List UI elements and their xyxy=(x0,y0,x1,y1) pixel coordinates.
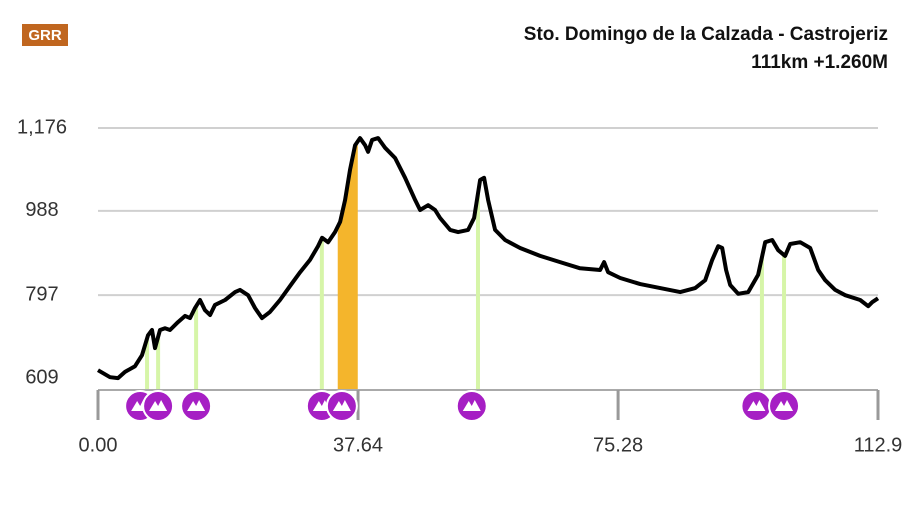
marker-icon xyxy=(462,400,481,411)
marker-icon xyxy=(332,400,351,411)
elevation-line xyxy=(96,136,880,381)
y-tick-label: 609 xyxy=(25,366,58,388)
chart-subtitle: 111km +1.260M xyxy=(751,52,888,73)
marker-icon xyxy=(187,400,206,411)
climb-marker xyxy=(740,390,773,422)
x-tick-label: 75.28 xyxy=(593,434,643,456)
climb-marker xyxy=(325,390,358,422)
marker-icon xyxy=(149,400,168,411)
y-tick-label: 988 xyxy=(25,199,58,221)
logo: GRR xyxy=(28,27,62,44)
marker-icon xyxy=(747,400,766,411)
x-tick-label: 37.64 xyxy=(333,434,383,456)
y-tick-label: 1,176 xyxy=(17,116,67,138)
highlight-area xyxy=(337,141,358,390)
y-tick-label: 797 xyxy=(25,283,58,305)
climb-marker xyxy=(455,390,488,422)
chart-title: Sto. Domingo de la Calzada - Castrojeriz xyxy=(524,24,888,45)
x-tick-label: 0.00 xyxy=(79,434,118,456)
x-tick-label: 112.9 xyxy=(854,434,903,456)
marker-icon xyxy=(775,400,794,411)
logo-box xyxy=(22,24,68,46)
climb-marker xyxy=(180,390,213,422)
climb-marker xyxy=(142,390,175,422)
climb-marker xyxy=(768,390,801,422)
